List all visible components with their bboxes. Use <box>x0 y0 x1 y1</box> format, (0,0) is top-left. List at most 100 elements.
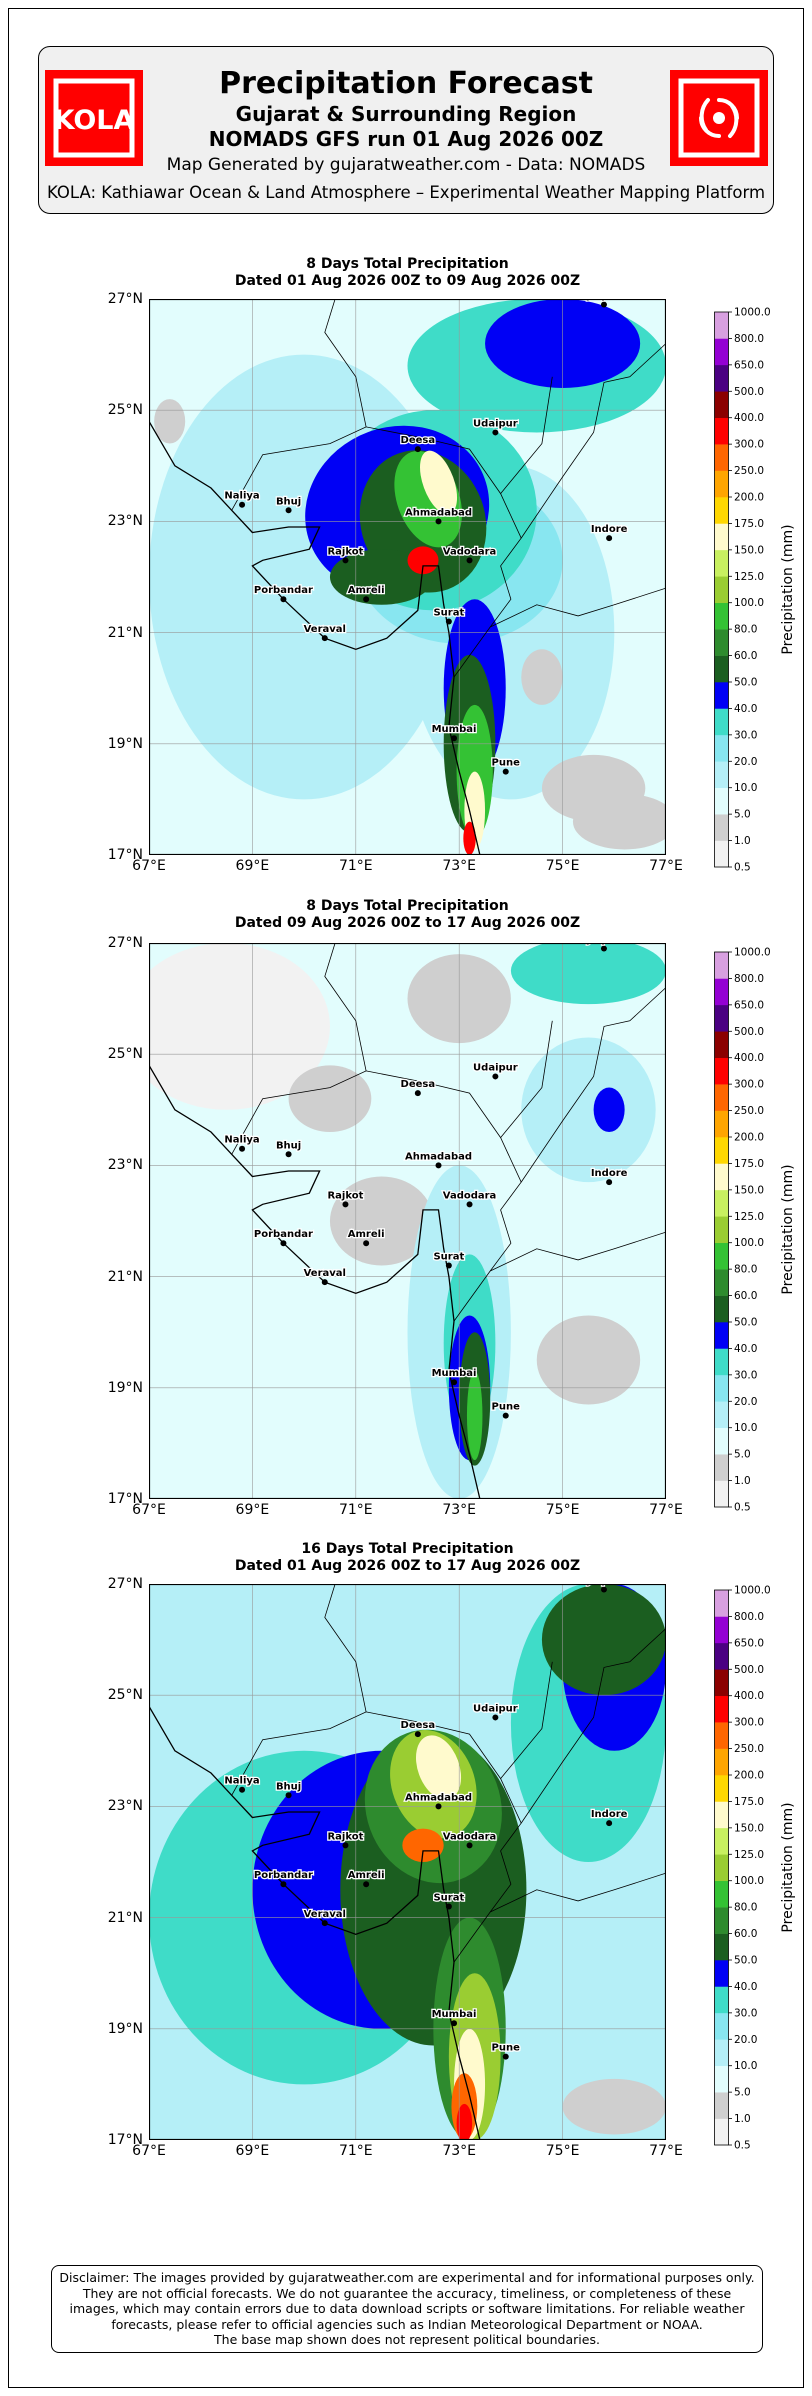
colorbar-bin <box>714 312 729 339</box>
colorbar-bin <box>714 1590 729 1617</box>
city-dot <box>492 429 499 436</box>
coastline <box>149 1705 481 2140</box>
lat-label: 21°N <box>107 1909 143 1926</box>
lon-label: 69°E <box>235 1502 270 1518</box>
colorbar-tick-label: 125.0 <box>734 571 764 583</box>
lon-label: 75°E <box>545 2143 580 2159</box>
city-label: Deesa <box>401 1079 436 1090</box>
lon-label: 69°E <box>235 2143 270 2159</box>
border <box>500 1661 553 1779</box>
city-label: Porbandar <box>254 585 313 596</box>
colorbar-bin <box>714 2039 729 2067</box>
city-label: Pune <box>492 1402 521 1413</box>
city-label: Mumbai <box>432 2009 477 2020</box>
lon-label: 71°E <box>338 858 373 874</box>
precip-area <box>466 1371 483 1461</box>
colorbar-outline <box>714 1589 729 2146</box>
precip-area <box>288 1065 372 1133</box>
colorbar-tick-label: 30.0 <box>734 729 757 741</box>
lon-label: 77°E <box>649 858 683 874</box>
city-label: Pune <box>492 2043 521 2054</box>
colorbar-tick-label: 300.0 <box>734 1717 764 1729</box>
colorbar-bin <box>714 1616 729 1644</box>
city-dot <box>414 1090 421 1097</box>
city-dot <box>435 1162 442 1169</box>
lon-label: 77°E <box>649 1502 683 1518</box>
colorbar-bin <box>714 1110 729 1138</box>
logo-left: KOLA <box>45 70 143 166</box>
city-dot <box>466 1201 473 1208</box>
city-dot <box>502 2053 509 2060</box>
frame <box>8 8 804 2388</box>
border <box>324 299 367 427</box>
credit: Map Generated by gujaratweather.com - Da… <box>166 155 646 175</box>
lat-label: 27°N <box>107 935 143 951</box>
colorbar-tick-label: 50.0 <box>734 677 757 689</box>
city-label: Amreli <box>348 585 385 596</box>
lon-label: 71°E <box>338 2143 373 2159</box>
colorbar-bin <box>714 708 729 736</box>
colorbar-tick-label: 60.0 <box>734 1290 757 1302</box>
colorbar-bin <box>714 1084 729 1111</box>
colorbar-bin <box>714 338 729 366</box>
colorbar-bin <box>714 1480 729 1508</box>
city-dot <box>239 1786 246 1793</box>
colorbar-bin <box>714 1269 729 1296</box>
colorbar-outline <box>714 311 729 868</box>
precip-area <box>420 450 458 515</box>
colorbar-bin <box>714 523 729 551</box>
map-border <box>149 299 666 855</box>
lat-label: 21°N <box>107 624 143 641</box>
colorbar-tick-label: 80.0 <box>734 1264 757 1276</box>
colorbar-bin <box>714 1827 729 1855</box>
colorbar-bin <box>714 364 729 392</box>
city-dot <box>285 507 292 514</box>
precip-area <box>521 1037 656 1183</box>
city-label: Indore <box>591 1168 628 1179</box>
colorbar-tick-label: 400.0 <box>734 1052 764 1064</box>
colorbar-bin <box>714 1960 729 1987</box>
border <box>500 376 553 494</box>
city-label: Pune <box>492 758 521 769</box>
colorbar-label-box: Precipitation (mm) <box>780 1164 796 1294</box>
city-label: Mumbai <box>432 724 477 735</box>
disclaimer-line: Disclaimer: The images provided by gujar… <box>59 2270 755 2285</box>
colorbar-tick-label: 10.0 <box>734 1422 757 1434</box>
colorbar-bin <box>714 840 729 868</box>
colorbar-bin <box>714 470 729 498</box>
colorbar-bin <box>714 497 729 524</box>
lat-label: 17°N <box>107 847 143 863</box>
city-dot <box>502 1412 509 1419</box>
panel-title: 8 Days Total Precipitation <box>306 256 509 272</box>
colorbar-bin <box>714 1642 729 1670</box>
city-dot <box>321 1279 328 1286</box>
map: Jaipur Udaipur Deesa Ahmadabad Indore Naliya B… <box>149 943 666 1499</box>
city-dot <box>600 1586 607 1593</box>
colorbar-bin <box>714 629 729 656</box>
colorbar-bin <box>714 1801 729 1829</box>
city-dot <box>492 1714 499 1721</box>
colorbar-bin <box>714 1004 729 1032</box>
city-dot <box>363 596 370 603</box>
colorbar-tick-label: 60.0 <box>734 1928 757 1940</box>
colorbar-tick-label: 800.0 <box>734 333 764 345</box>
colorbar-tick-label: 60.0 <box>734 650 757 662</box>
colorbar-bin <box>714 1401 729 1429</box>
colorbar-tick-label: 0.5 <box>734 1502 751 1514</box>
city-label: Jaipur <box>586 299 620 302</box>
colorbar-tick-label: 5.0 <box>734 2087 751 2099</box>
panel-subtitle: Dated 09 Aug 2026 00Z to 17 Aug 2026 00Z <box>234 915 581 931</box>
colorbar-tick-label: 1.0 <box>734 2113 751 2125</box>
colorbar-bin <box>714 1295 729 1323</box>
colorbar-tick-label: 80.0 <box>734 624 757 636</box>
city-label: Rajkot <box>327 1190 363 1201</box>
border <box>490 1231 666 1272</box>
colorbar-bin <box>714 655 729 683</box>
colorbar-tick-label: 0.5 <box>734 862 751 874</box>
colorbar-tick-label: 250.0 <box>734 465 764 477</box>
colorbar-bin <box>714 1374 729 1402</box>
city-label: Indore <box>591 1809 628 1820</box>
city-dot <box>435 1803 442 1810</box>
header-box <box>38 46 774 214</box>
city-label: Deesa <box>401 1720 436 1731</box>
